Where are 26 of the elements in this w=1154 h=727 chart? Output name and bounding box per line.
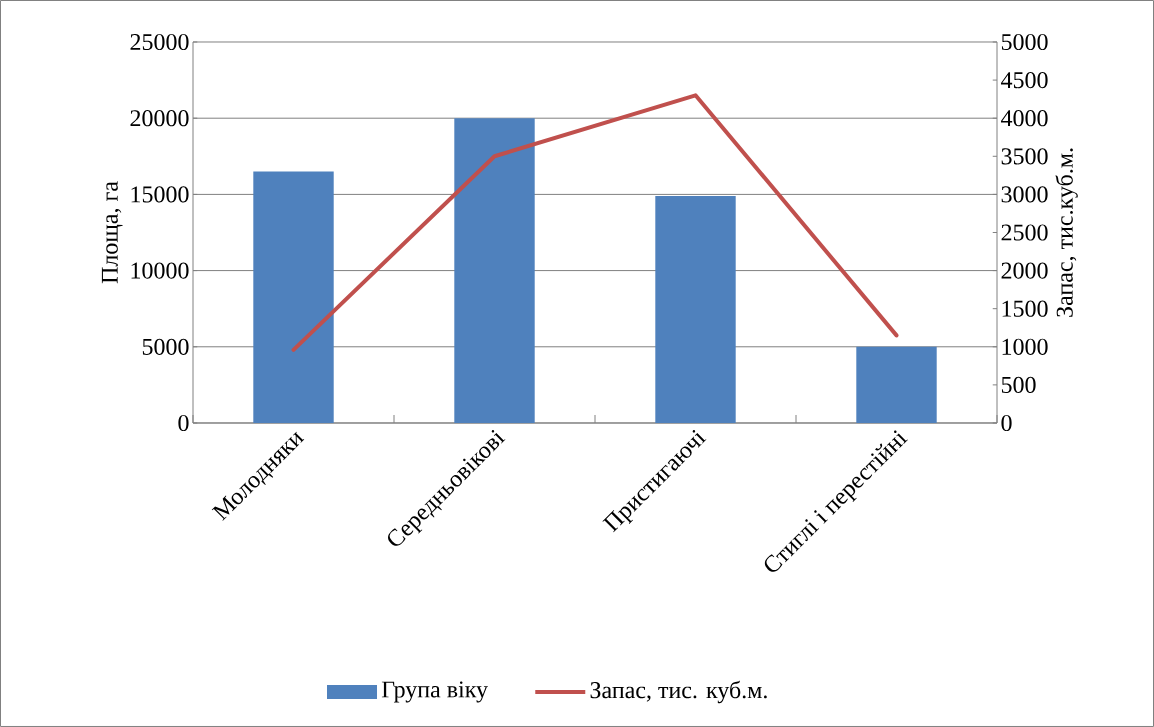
y2-tick-label: 4500 [1001, 71, 1048, 89]
y2-tick-label: 4000 [1001, 110, 1048, 127]
legend-label: Група віку [381, 681, 488, 703]
y2-tick-label: 2500 [1001, 224, 1048, 241]
y2-tick-label: 2000 [1001, 262, 1048, 279]
y-tick-label: 0 [178, 414, 189, 432]
y2-tick-label: 3500 [1001, 148, 1048, 165]
y2-tick-label: 5000 [1001, 33, 1048, 51]
y-tick-label: 20000 [130, 110, 189, 127]
bar [655, 195, 736, 423]
y-tick-label: 5000 [142, 338, 189, 355]
bar [454, 118, 535, 423]
y2-axis-title: Запас, тис.куб.м. [1055, 148, 1078, 317]
y2-tick-label: 500 [1001, 376, 1036, 393]
y-tick-label: 15000 [131, 186, 189, 203]
line-series [291, 93, 899, 352]
legend-label: Запас, тис. куб.м. [590, 680, 767, 704]
y-tick-label: 25000 [130, 33, 189, 51]
y2-tick-label: 3000 [1001, 186, 1048, 203]
bar [253, 171, 334, 423]
y-axis-title: Площа, га [101, 181, 123, 284]
y2-tick-label: 0 [1001, 414, 1012, 432]
bar [856, 346, 937, 423]
y-tick-label: 10000 [131, 262, 189, 279]
y2-tick-label: 1500 [1002, 300, 1048, 317]
y2-tick-label: 1000 [1002, 338, 1048, 355]
